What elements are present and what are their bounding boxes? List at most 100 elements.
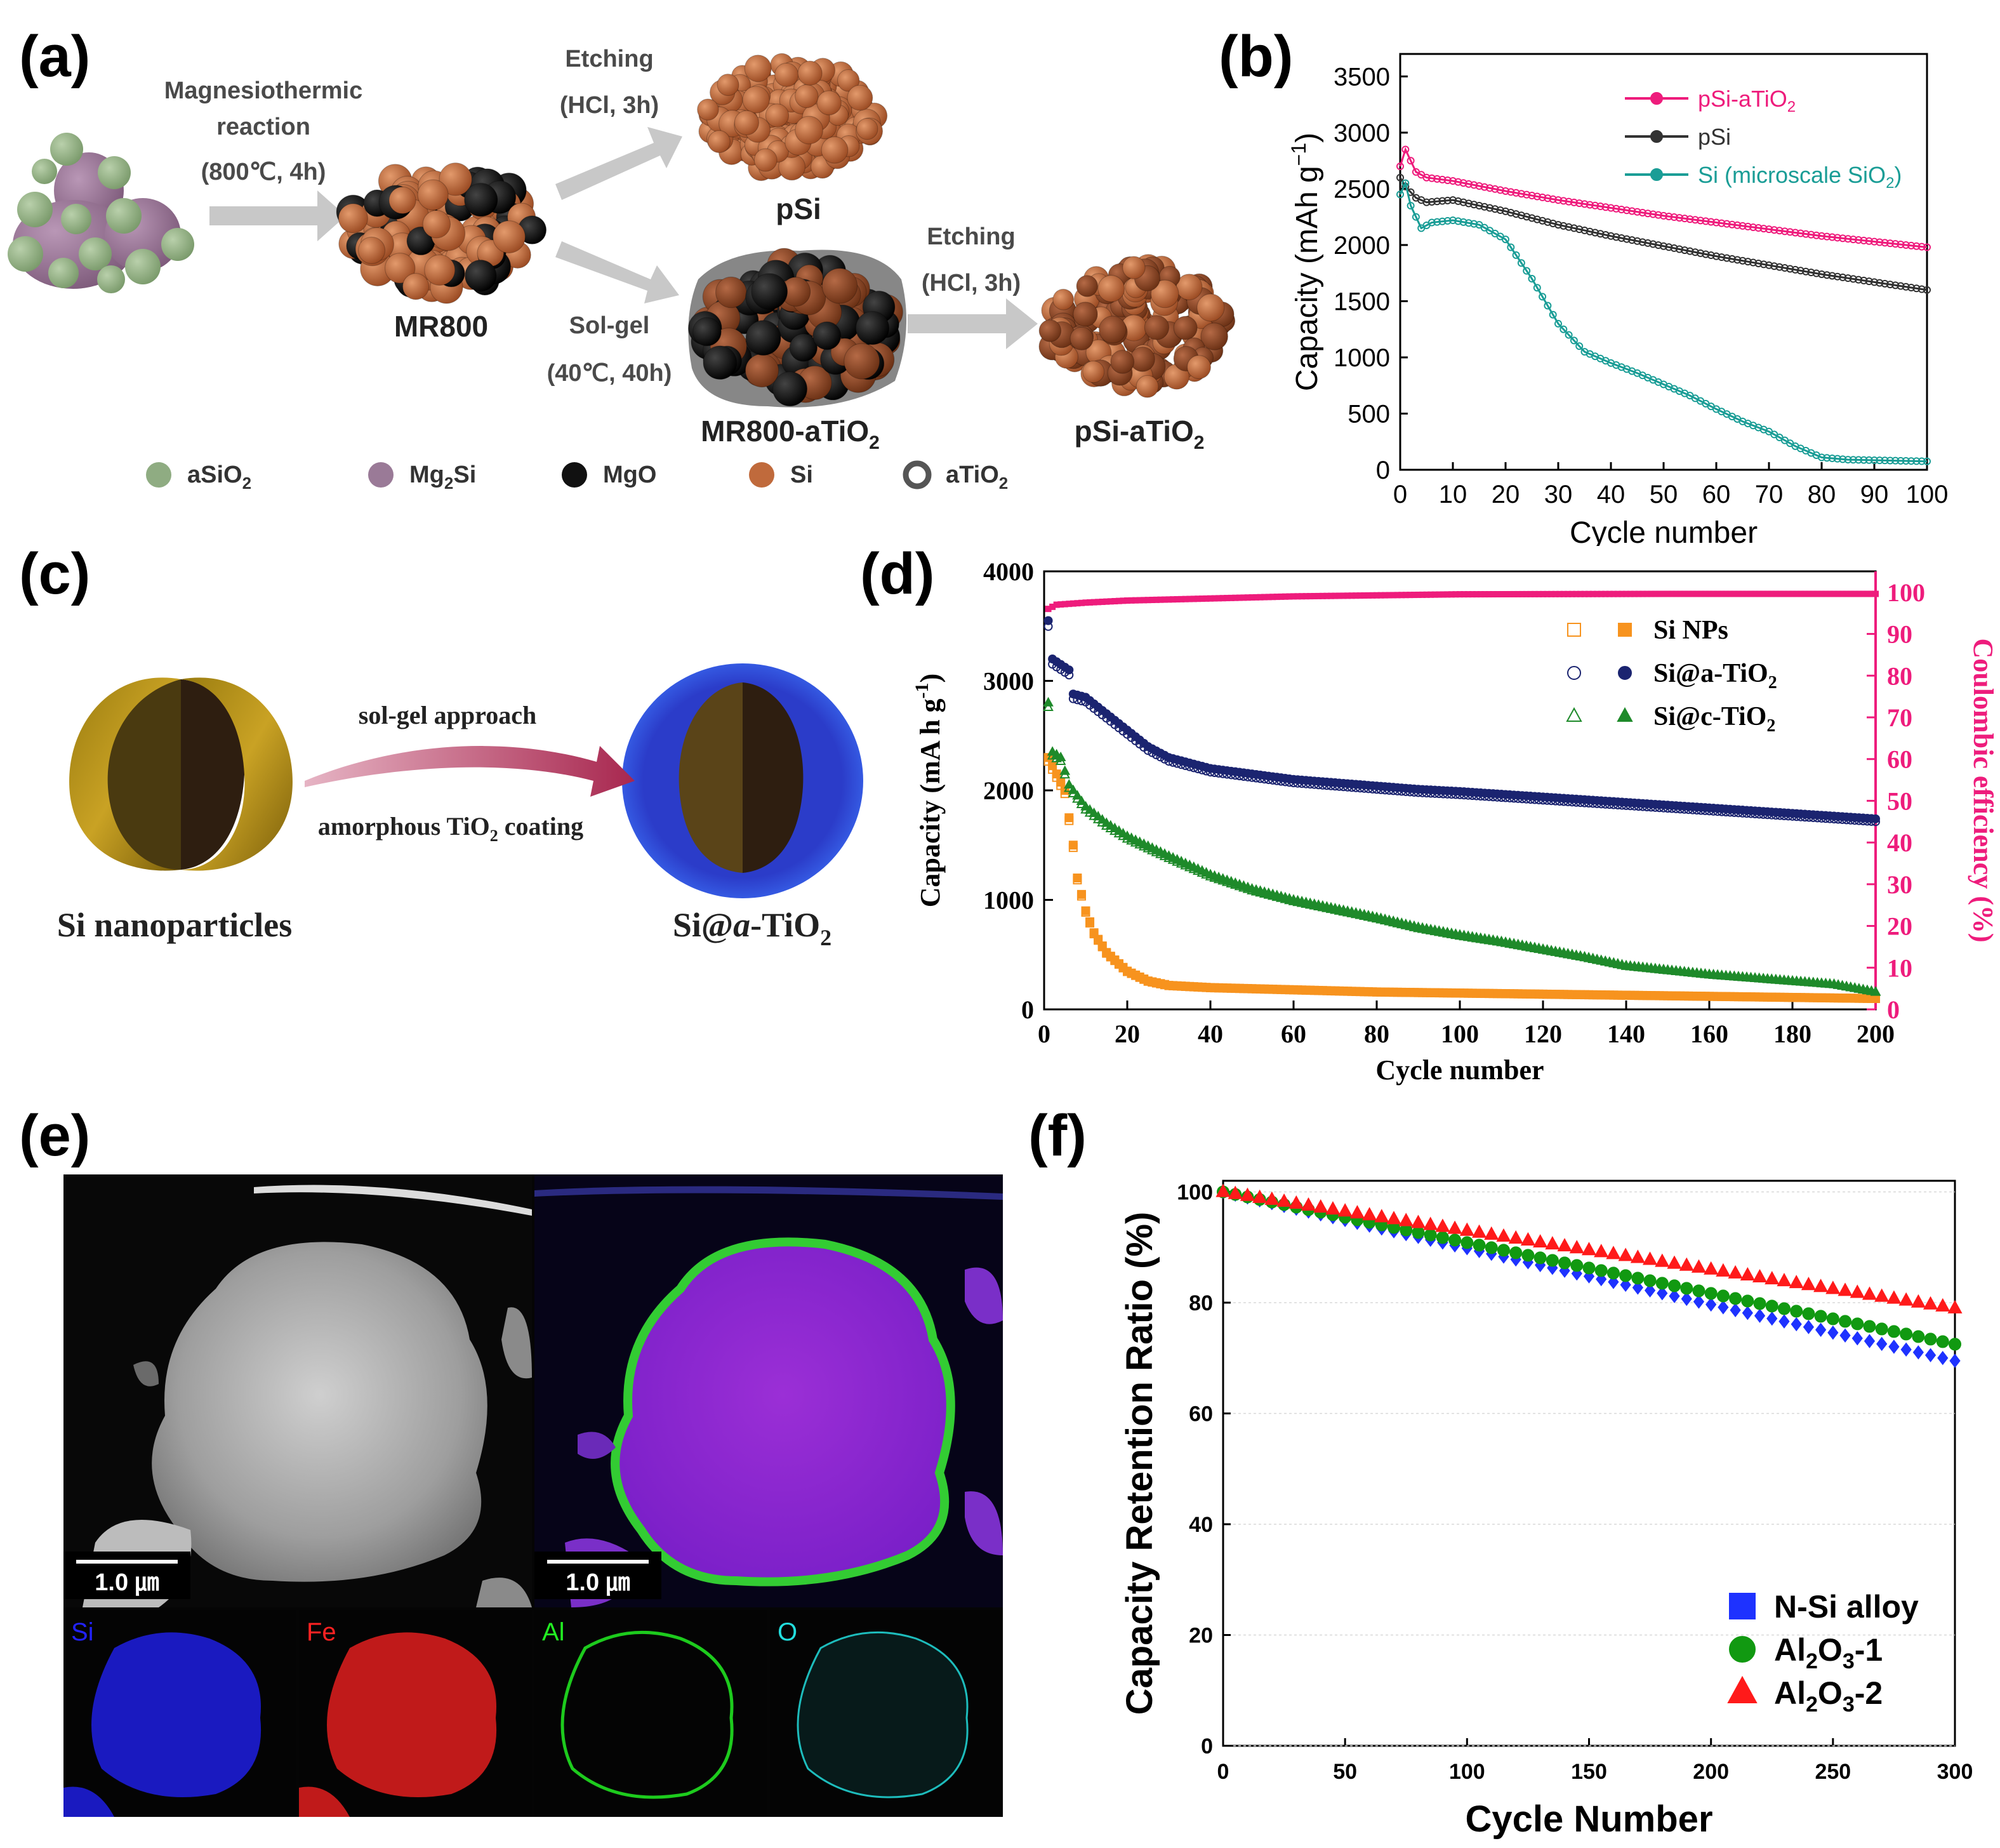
legend-marker — [1729, 1593, 1756, 1619]
legend-label: Al2O3-2 — [1774, 1675, 1883, 1717]
data-point — [1523, 190, 1531, 199]
data-point — [1667, 1255, 1682, 1269]
data-point — [1886, 281, 1894, 289]
data-point — [1622, 206, 1631, 215]
legend-a-dot — [749, 462, 774, 488]
data-point — [1855, 236, 1863, 244]
data-point — [1923, 1296, 1938, 1310]
data-point — [1591, 229, 1599, 237]
y-tick-label: 3000 — [1334, 119, 1390, 147]
y2-tick-label: 60 — [1887, 745, 1912, 774]
data-point — [1828, 454, 1836, 462]
legend-marker-filled — [1618, 623, 1632, 637]
data-point — [1435, 1218, 1450, 1232]
y-tick-label: 2500 — [1334, 175, 1390, 203]
data-point — [1606, 1266, 1620, 1280]
data-point — [1507, 243, 1515, 251]
data-point — [1570, 198, 1578, 206]
data-point — [1480, 203, 1488, 211]
data-point — [1935, 1298, 1950, 1312]
legend-marker — [1729, 1636, 1756, 1663]
legend-f-item-2: Al2O3-2 — [1727, 1675, 1883, 1717]
data-point — [1675, 214, 1683, 222]
data-point — [1670, 213, 1678, 222]
legend-b-item-0: pSi-aTiO2 — [1625, 86, 1796, 116]
label-mr800: MR800 — [394, 310, 488, 343]
data-point — [1838, 1282, 1853, 1296]
data-point — [1438, 217, 1447, 225]
data-point — [1471, 1224, 1487, 1238]
data-point — [1876, 238, 1884, 246]
data-point — [1288, 1195, 1304, 1209]
data-point — [1947, 1300, 1963, 1313]
data-point — [1891, 281, 1900, 289]
data-point — [1486, 184, 1494, 192]
y-tick-label: 100 — [1177, 1180, 1213, 1204]
legend-a-ring — [903, 460, 932, 489]
data-point — [1752, 1268, 1768, 1283]
data-point — [1575, 199, 1584, 208]
data-point — [1407, 157, 1415, 165]
data-point — [1386, 1211, 1401, 1225]
data-point — [1654, 241, 1662, 249]
data-point — [1907, 241, 1916, 249]
data-point — [1575, 342, 1584, 350]
data-point — [1786, 228, 1794, 236]
data-point — [1596, 230, 1605, 238]
data-point — [1644, 239, 1652, 247]
data-point-discharge — [1048, 761, 1057, 771]
data-point — [1546, 1254, 1559, 1267]
data-point — [1620, 1277, 1631, 1293]
data-point — [1594, 1264, 1608, 1277]
data-point — [1669, 1289, 1680, 1303]
data-point — [1454, 178, 1462, 186]
y-tick-label: 60 — [1189, 1402, 1213, 1426]
y2-tick-label: 80 — [1887, 661, 1912, 690]
data-point — [1459, 1222, 1474, 1236]
legend-d-item-0: Si NPs — [1567, 616, 1728, 645]
data-point-discharge — [1056, 778, 1066, 787]
data-point — [1917, 457, 1926, 465]
legend-label: Si (microscale SiO2) — [1698, 162, 1902, 192]
data-point — [1686, 215, 1694, 223]
legend-f-item-0: N-Si alloy — [1729, 1589, 1919, 1625]
x-tick-label: 70 — [1755, 481, 1784, 509]
data-point — [1860, 276, 1868, 284]
data-point — [1612, 204, 1620, 213]
data-point-discharge — [1068, 841, 1078, 850]
data-point — [1544, 302, 1552, 310]
data-point — [1733, 221, 1742, 229]
data-point — [1523, 213, 1531, 221]
data-point — [1839, 1315, 1852, 1328]
data-point-discharge — [1076, 795, 1087, 806]
data-point — [1502, 207, 1509, 215]
data-point — [1839, 234, 1847, 243]
mr800-particle — [336, 163, 547, 304]
data-point — [1770, 262, 1778, 270]
data-point — [1601, 231, 1610, 239]
data-point — [1917, 285, 1926, 293]
data-point — [1828, 272, 1836, 280]
data-point — [1874, 1288, 1890, 1302]
data-point — [1891, 456, 1900, 465]
data-point — [1723, 220, 1731, 228]
y-axis-title: Capacity (mA h g-1) — [911, 674, 946, 907]
panel-label-a: (a) — [19, 24, 90, 89]
sem-image: 1.0 ㎛ — [63, 1174, 532, 1607]
data-point — [1668, 1279, 1681, 1293]
data-point — [1849, 236, 1857, 244]
data-point — [1681, 246, 1689, 255]
data-point — [1790, 1305, 1803, 1318]
data-point — [1580, 226, 1589, 234]
data-point — [1454, 197, 1462, 205]
legend-a-text: aSiO2 — [187, 462, 251, 493]
data-point — [1887, 1325, 1900, 1338]
data-point — [1497, 1244, 1510, 1257]
step1-line2: reaction — [216, 114, 310, 140]
data-point — [1396, 173, 1404, 182]
arrow-etch2 — [908, 298, 1038, 349]
data-point — [1815, 1322, 1827, 1338]
data-point — [1433, 218, 1441, 226]
data-point — [1528, 214, 1536, 222]
data-point — [1765, 1300, 1778, 1313]
